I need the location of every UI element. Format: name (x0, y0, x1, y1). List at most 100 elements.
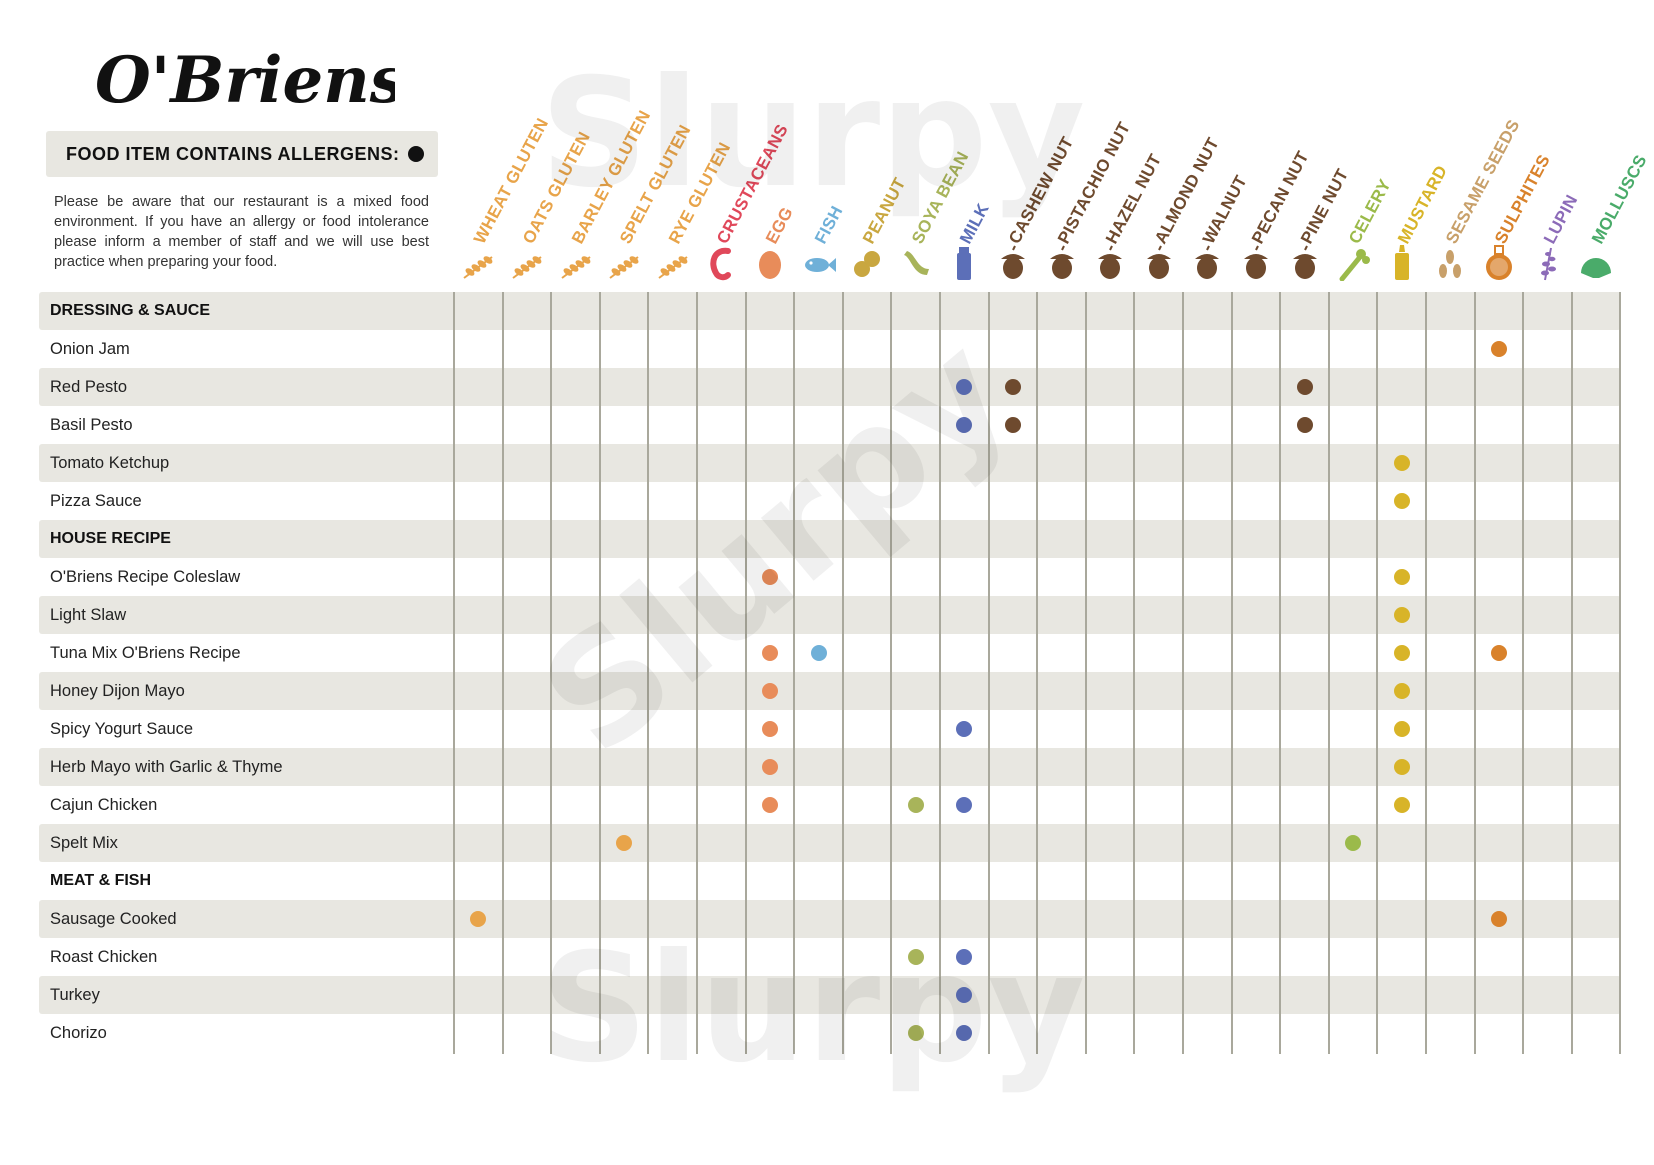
allergen-header-label: CELERY (1345, 176, 1395, 247)
shrimp-icon (710, 247, 732, 281)
allergen-header-label: MILK (956, 200, 994, 247)
column-divider (1036, 292, 1039, 1054)
allergen-legend: FOOD ITEM CONTAINS ALLERGENS: (46, 131, 438, 177)
column-divider (1084, 292, 1087, 1054)
table-row: Light Slaw (39, 596, 1621, 634)
column-divider (1230, 292, 1233, 1054)
wheat-icon (609, 256, 639, 279)
table-row: Chorizo (39, 1014, 1621, 1052)
allergy-notice: Please be aware that our restaurant is a… (54, 194, 429, 270)
table-row: Onion Jam (39, 330, 1621, 368)
food-item-label: Light Slaw (50, 606, 127, 624)
milk-bottle-icon (957, 247, 972, 280)
food-item-label: Basil Pesto (50, 416, 133, 434)
allergen-mark (1490, 645, 1507, 661)
table-row: Spelt Mix (39, 824, 1621, 862)
table-row: Red Pesto (39, 368, 1621, 406)
food-item-label: Cajun Chicken (50, 796, 158, 814)
allergen-mark (956, 949, 973, 965)
mustard-bottle-icon (1394, 245, 1409, 280)
section-header: HOUSE RECIPE (39, 520, 1621, 558)
allergen-header-label: EGG (761, 203, 797, 247)
acorn-icon (1146, 245, 1171, 279)
food-item-label: Roast Chicken (50, 948, 158, 966)
table-row: Herb Mayo with Garlic & Thyme (39, 748, 1621, 786)
allergen-mark (1490, 911, 1507, 927)
column-divider (939, 292, 941, 1054)
food-item-label: Onion Jam (50, 340, 130, 358)
allergen-mark (761, 721, 778, 737)
flask-icon (1485, 245, 1512, 280)
allergen-mark (956, 379, 973, 395)
legend-label: FOOD ITEM CONTAINS ALLERGENS: (66, 143, 400, 164)
allergen-mark (1393, 645, 1410, 661)
column-divider (987, 292, 990, 1054)
allergen-header-label: LUPIN (1539, 191, 1581, 247)
allergen-mark (1393, 569, 1410, 585)
column-divider (744, 292, 747, 1054)
section-label: MEAT & FISH (50, 872, 152, 889)
allergen-mark (1345, 835, 1362, 851)
allergen-mark (907, 797, 924, 813)
column-divider (1327, 292, 1330, 1054)
column-divider (1376, 292, 1379, 1054)
column-divider (1522, 292, 1525, 1054)
column-divider (1425, 292, 1427, 1054)
allergen-mark (761, 645, 778, 661)
allergen-mark (956, 417, 973, 433)
allergen-mark (1490, 341, 1507, 357)
allergen-mark (810, 645, 827, 661)
sesame-icon (1439, 250, 1462, 278)
brand-logo: O'Briens (95, 40, 406, 120)
allergen-mark (907, 1025, 924, 1041)
column-divider (890, 292, 893, 1054)
wheat-icon (463, 256, 493, 279)
table-row: Tuna Mix O'Briens Recipe (39, 634, 1621, 672)
table-row: O'Briens Recipe Coleslaw (39, 558, 1621, 596)
acorn-icon (1000, 245, 1025, 279)
allergen-header-label: FISH (810, 202, 847, 247)
peanut-icon (854, 251, 881, 277)
food-item-label: Tuna Mix O'Briens Recipe (50, 644, 241, 662)
acorn-icon (1098, 245, 1123, 279)
section-header: DRESSING & SAUCE (39, 292, 1621, 330)
section-header: MEAT & FISH (39, 862, 1621, 900)
table-row: Basil Pesto (39, 406, 1621, 444)
food-item-label: Pizza Sauce (50, 492, 142, 510)
allergen-mark (1393, 721, 1410, 737)
column-divider (696, 292, 698, 1054)
wheat-icon (658, 256, 688, 279)
section-label: HOUSE RECIPE (50, 530, 171, 547)
allergen-header: WHEAT GLUTEN OATS GLUTEN BARLEY GLUTEN SPEL… (0, 0, 1654, 300)
column-divider (1133, 292, 1136, 1054)
table-row: Tomato Ketchup (39, 444, 1621, 482)
food-item-label: O'Briens Recipe Coleslaw (50, 568, 241, 586)
table-row: Roast Chicken (39, 938, 1621, 976)
allergen-header-label: PEANUT (859, 174, 910, 247)
allergen-mark (1004, 379, 1021, 395)
soybean-icon (903, 251, 929, 275)
food-item-label: Red Pesto (50, 378, 128, 396)
acorn-icon (1243, 245, 1268, 279)
column-divider (841, 292, 844, 1054)
table-row: Spicy Yogurt Sauce (39, 710, 1621, 748)
column-divider (1279, 292, 1282, 1054)
table-row: Cajun Chicken (39, 786, 1621, 824)
food-item-label: Chorizo (50, 1024, 107, 1042)
table-row: Turkey (39, 976, 1621, 1014)
table-row: Sausage Cooked (39, 900, 1621, 938)
shell-icon (1581, 258, 1612, 278)
food-item-label: Turkey (50, 986, 100, 1004)
allergen-mark (1393, 607, 1410, 623)
allergen-mark (907, 949, 924, 965)
allergen-mark (956, 797, 973, 813)
allergen-mark (956, 721, 973, 737)
allergen-mark (1393, 759, 1410, 775)
wheat-icon (560, 256, 591, 279)
celery-icon (1339, 249, 1371, 281)
allergen-mark (761, 683, 778, 699)
column-divider (1182, 292, 1184, 1054)
allergen-mark (956, 1025, 973, 1041)
allergen-mark (1296, 379, 1313, 395)
food-item-label: Tomato Ketchup (50, 454, 170, 472)
